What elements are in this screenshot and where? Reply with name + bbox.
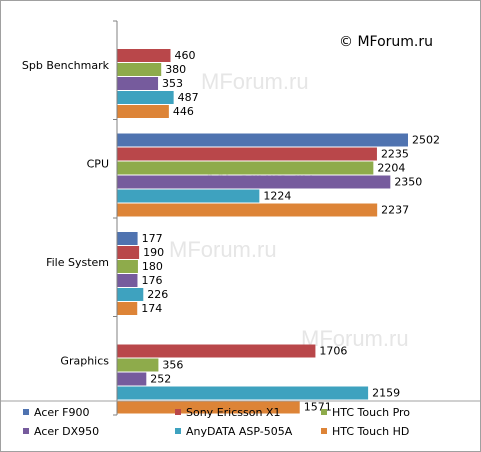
category-label: File System	[46, 256, 109, 269]
data-label: 176	[141, 274, 162, 287]
data-label: 2204	[377, 162, 405, 175]
legend-label: HTC Touch Pro	[332, 406, 410, 419]
data-label: 190	[143, 246, 164, 259]
bar	[117, 91, 174, 104]
data-label: 2502	[412, 134, 440, 147]
watermark-text: MForum.ru	[169, 237, 277, 262]
watermark-text: MForum.ru	[201, 69, 309, 94]
category-label: Spb Benchmark	[22, 59, 110, 72]
bar	[117, 161, 374, 175]
data-label: 353	[162, 77, 183, 90]
legend-item: HTC Touch Pro	[321, 406, 410, 419]
bar	[117, 358, 159, 372]
bar	[117, 63, 162, 76]
legend-item: Acer DX950	[23, 425, 99, 438]
legend-label: Sony Ericsson X1	[186, 406, 280, 419]
category-label: Graphics	[60, 355, 109, 368]
legend-label: HTC Touch HD	[332, 425, 409, 438]
data-label: 460	[175, 49, 196, 62]
bar	[117, 133, 408, 147]
data-label: 2237	[381, 204, 409, 217]
bar	[117, 400, 300, 414]
legend-label: Acer F900	[34, 406, 90, 419]
data-label: 180	[142, 260, 163, 273]
category-label: CPU	[87, 158, 109, 171]
bar	[117, 344, 316, 358]
legend-label: AnyDATA ASP-505A	[186, 425, 293, 438]
data-label: 177	[142, 232, 163, 245]
bar	[117, 372, 147, 386]
data-label: 226	[147, 288, 168, 301]
data-label: 174	[141, 302, 162, 315]
bar	[117, 189, 260, 203]
data-label: 2235	[381, 148, 409, 161]
bar	[117, 77, 159, 90]
data-label: 1571	[304, 401, 332, 414]
legend-item: AnyDATA ASP-505A	[175, 425, 293, 438]
data-label: 2159	[372, 387, 400, 400]
legend: Acer F900 Sony Ericsson X1 HTC Touch Pro Ac…	[23, 406, 410, 438]
legend-swatch	[175, 428, 181, 434]
watermark-text: MForum.ru	[301, 326, 409, 351]
data-label: 252	[150, 373, 171, 386]
bar	[117, 302, 138, 315]
bar	[117, 288, 144, 301]
legend-swatch	[321, 428, 327, 434]
category-labels-layer: Spb Benchmark CPU File System Graphics	[22, 59, 110, 368]
data-label: 380	[165, 63, 186, 76]
bar	[117, 386, 369, 400]
legend-label: Acer DX950	[34, 425, 99, 438]
bar	[117, 260, 138, 273]
bar	[117, 274, 138, 287]
bar	[117, 232, 138, 245]
bar	[117, 105, 169, 118]
legend-item: HTC Touch HD	[321, 425, 409, 438]
axis-layer	[113, 20, 118, 416]
data-label: 446	[173, 105, 194, 118]
bar	[117, 175, 391, 189]
bar	[117, 147, 377, 161]
bar	[117, 246, 140, 259]
legend-swatch	[23, 409, 29, 415]
legend-swatch	[321, 409, 327, 415]
legend-swatch	[23, 428, 29, 434]
data-label: 356	[162, 359, 183, 372]
legend-item: Acer F900	[23, 406, 90, 419]
bar	[117, 203, 378, 217]
data-label: 1224	[263, 190, 291, 203]
bars-layer	[117, 49, 408, 414]
copyright-text: © MForum.ru	[339, 34, 433, 50]
data-label: 1706	[319, 345, 347, 358]
data-label: 2350	[394, 176, 422, 189]
data-label: 487	[178, 91, 199, 104]
legend-swatch	[175, 409, 181, 415]
legend-item: Sony Ericsson X1	[175, 406, 280, 419]
bar	[117, 49, 171, 62]
